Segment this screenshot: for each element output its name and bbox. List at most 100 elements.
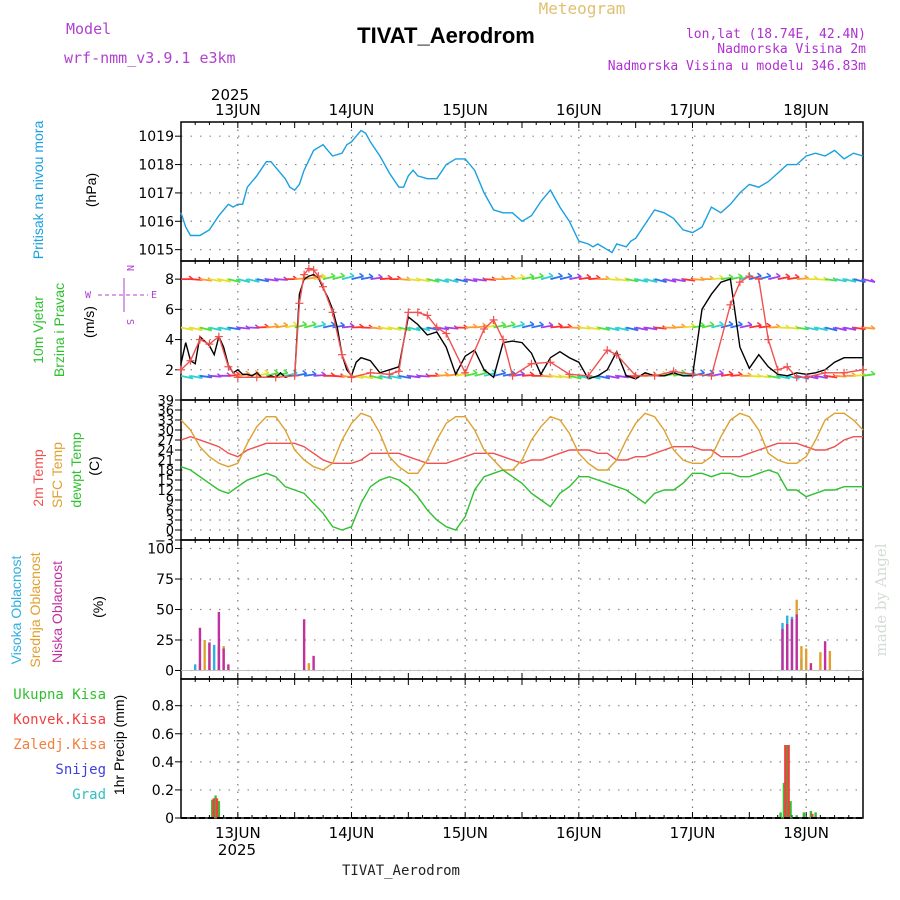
wind-barb-head <box>728 370 734 375</box>
year-top: 2025 <box>211 86 249 104</box>
wind-barb <box>370 374 383 380</box>
wind-barb-head <box>254 369 260 375</box>
wind-barb <box>389 326 402 331</box>
wind-barb <box>824 326 838 332</box>
wind-barb-head <box>283 321 289 327</box>
cloud-bar <box>302 619 306 671</box>
altitude-label: Nadmorska Visina 2m <box>717 42 866 57</box>
wind-barb <box>777 374 790 380</box>
wind-barb-head <box>226 278 232 283</box>
wind-barb-head <box>321 273 327 278</box>
cloud-bar <box>307 663 311 671</box>
compass-south: S <box>124 319 135 325</box>
wind-barb <box>626 278 639 283</box>
precip-bar <box>789 801 792 818</box>
wind-barb-head <box>595 274 601 279</box>
cloud-bar <box>212 644 216 671</box>
cloud-bar <box>312 655 315 671</box>
wind-barb-head <box>586 273 592 279</box>
wind-barb-head <box>359 272 364 278</box>
wind-barb <box>843 278 857 283</box>
wind-barb-head <box>463 278 469 283</box>
wind-barb <box>692 324 705 329</box>
wind-barb <box>607 326 620 332</box>
wind-barb <box>370 276 383 281</box>
wind-barb-head <box>690 322 696 327</box>
top-day-label: 18JUN <box>783 101 829 119</box>
cloud-bar <box>227 664 230 671</box>
wind-barb-head <box>245 278 251 283</box>
wind-barb-head <box>453 278 459 283</box>
cloud-ytick-label: 100 <box>147 542 174 558</box>
cloud-ytick-label: 50 <box>156 603 174 619</box>
wind-barb-head <box>254 278 260 283</box>
wind-barb-head <box>434 278 440 283</box>
wind-ytick-label: 6 <box>165 302 174 318</box>
precip-bar <box>795 815 798 818</box>
wind-barb-head <box>851 326 857 331</box>
wind-barb <box>531 275 544 281</box>
wind-barb-head <box>510 274 516 279</box>
wind-barb <box>379 326 393 331</box>
wind-barb <box>266 325 279 329</box>
wind-barb-head <box>482 322 488 327</box>
wind-barb <box>502 323 516 329</box>
cloud-ylabel: (%) <box>90 596 106 618</box>
temperature-ytick-label: 18 <box>157 464 174 479</box>
year-bottom: 2025 <box>218 841 256 859</box>
wind-barb <box>493 324 506 329</box>
wind-barb <box>616 278 629 282</box>
wind-barb <box>597 374 610 380</box>
wind-barb <box>635 278 648 283</box>
meteogram-label: Meteogram <box>539 0 626 18</box>
wind-barb <box>768 275 781 281</box>
cloud-bar <box>790 619 794 671</box>
wind-barb <box>768 374 781 379</box>
wind-barb <box>237 278 251 283</box>
precip-bar <box>811 813 814 818</box>
wind-barb-head <box>747 321 753 326</box>
wind-barb <box>569 374 582 380</box>
wind-barb <box>796 326 809 331</box>
wind-barb <box>360 374 374 380</box>
wind-barb-head <box>529 321 535 326</box>
cloud-bar <box>781 629 784 671</box>
bottom-day-label: 14JUN <box>329 824 375 842</box>
wind-barb-head <box>321 321 327 326</box>
wind-barb <box>218 278 232 283</box>
wind-barb <box>824 278 838 282</box>
bottom-day-label: 15JUN <box>442 824 488 842</box>
wind-barb-head <box>302 369 308 375</box>
wind-barb <box>474 278 487 282</box>
wind-barb <box>360 275 374 281</box>
wind-barb <box>180 326 194 331</box>
wind-barb-head <box>766 272 772 277</box>
wind-barb <box>758 374 771 379</box>
wind-barb-head <box>737 321 743 326</box>
wind-barb-head <box>273 322 279 327</box>
cloud-bar <box>786 624 789 671</box>
wind-barb <box>304 276 317 281</box>
wind-barb <box>218 326 232 331</box>
wind-title-2: Brzina i Pravac <box>51 283 67 377</box>
wind-barb <box>550 325 563 329</box>
pressure-ytick-label: 1016 <box>138 214 174 230</box>
top-day-label: 15JUN <box>442 101 488 119</box>
wind-barb-head <box>709 321 715 326</box>
precip-ytick-label: 0.6 <box>152 727 174 743</box>
wind-barb-head <box>557 272 563 277</box>
tempsfc-title: SFC Temp <box>49 442 65 508</box>
wind-barb-head <box>548 272 554 277</box>
wind-barb <box>455 278 468 283</box>
top-day-label: 16JUN <box>556 101 602 119</box>
cloud-bar <box>809 663 813 671</box>
wind-barb <box>398 374 412 379</box>
wind-barb-head <box>870 370 876 375</box>
top-day-label: 14JUN <box>329 101 375 119</box>
wind-barb <box>247 278 260 283</box>
pressure-title: Pritisak na nivou mora <box>30 121 46 260</box>
wind-panel: 2 4 6 8 <box>165 260 876 401</box>
wind-barb-head <box>756 321 762 327</box>
wind-barb <box>644 278 658 283</box>
wind-barb <box>398 326 412 332</box>
